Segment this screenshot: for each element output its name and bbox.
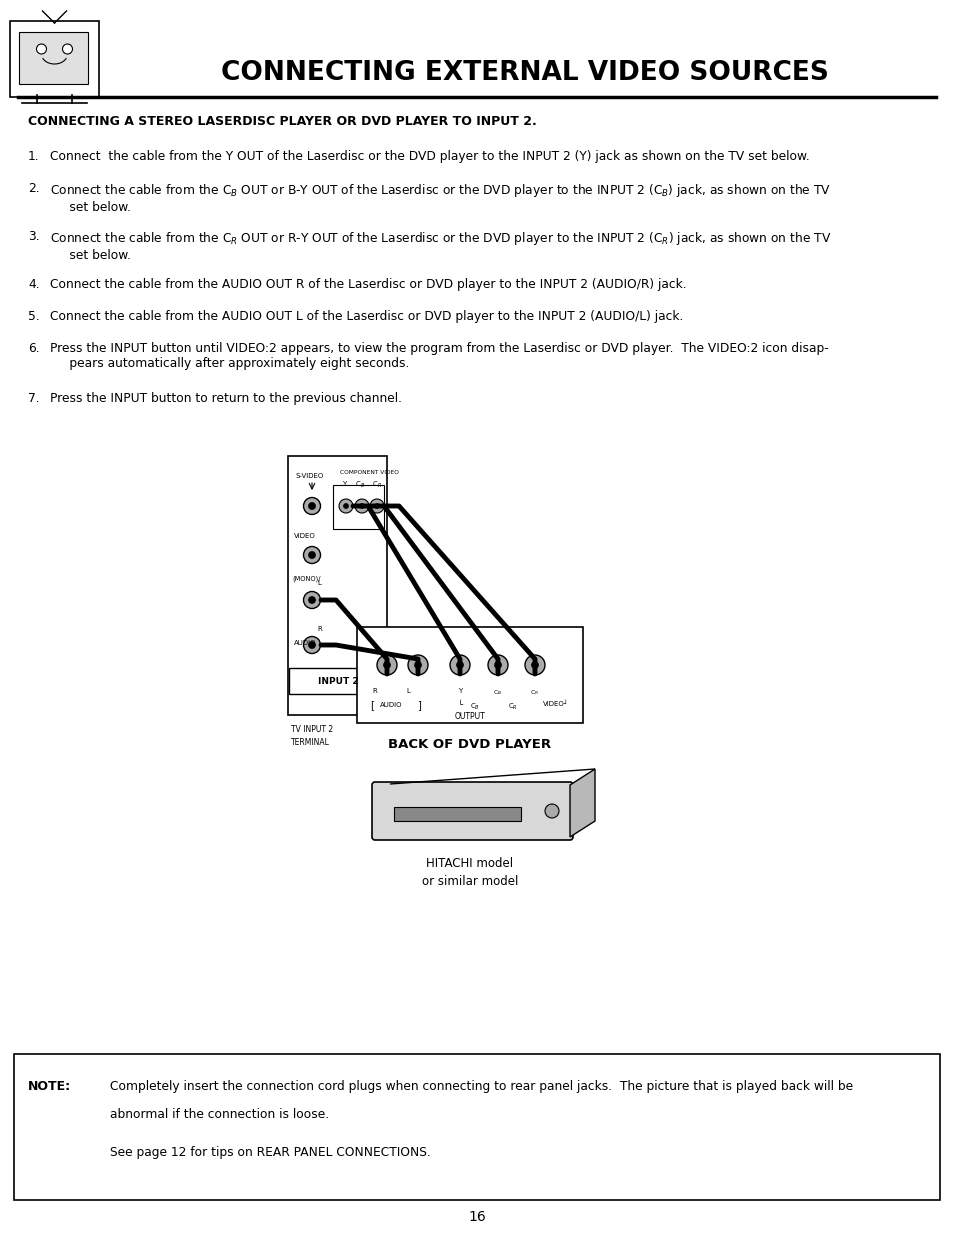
Circle shape — [308, 597, 315, 604]
Text: L: L — [406, 688, 410, 694]
Text: C$_B$: C$_B$ — [493, 688, 502, 697]
Text: C$_R$: C$_R$ — [507, 701, 517, 713]
Text: TERMINAL: TERMINAL — [291, 739, 330, 747]
Text: Connect the cable from the AUDIO OUT L of the Laserdisc or DVD player to the INP: Connect the cable from the AUDIO OUT L o… — [50, 310, 682, 324]
FancyBboxPatch shape — [356, 627, 582, 722]
Circle shape — [408, 655, 428, 676]
Circle shape — [414, 662, 421, 668]
Circle shape — [308, 503, 315, 510]
Text: C$_B$: C$_B$ — [470, 701, 479, 713]
Text: Press the INPUT button until VIDEO:2 appears, to view the program from the Laser: Press the INPUT button until VIDEO:2 app… — [50, 342, 828, 370]
Text: 2.: 2. — [28, 182, 40, 195]
FancyBboxPatch shape — [19, 32, 88, 84]
Circle shape — [303, 498, 320, 515]
Text: ]: ] — [416, 700, 420, 710]
Circle shape — [524, 655, 544, 676]
Text: Completely insert the connection cord plugs when connecting to rear panel jacks.: Completely insert the connection cord pl… — [110, 1079, 852, 1093]
Text: AUDIO: AUDIO — [294, 640, 316, 646]
Text: INPUT 2: INPUT 2 — [317, 677, 358, 685]
Text: BACK OF DVD PLAYER: BACK OF DVD PLAYER — [388, 739, 551, 751]
Text: HITACHI model: HITACHI model — [426, 857, 513, 869]
Circle shape — [531, 662, 537, 668]
Circle shape — [343, 504, 348, 509]
Circle shape — [303, 592, 320, 609]
Text: CONNECTING A STEREO LASERDISC PLAYER OR DVD PLAYER TO INPUT 2.: CONNECTING A STEREO LASERDISC PLAYER OR … — [28, 115, 537, 128]
Text: 7.: 7. — [28, 391, 40, 405]
Polygon shape — [569, 769, 595, 837]
Circle shape — [544, 804, 558, 818]
Text: 6.: 6. — [28, 342, 40, 354]
Circle shape — [359, 504, 364, 509]
Text: 1.: 1. — [28, 149, 40, 163]
Text: └: └ — [457, 700, 462, 709]
Circle shape — [456, 662, 463, 668]
Text: Y    C$_B$    C$_R$: Y C$_B$ C$_R$ — [341, 480, 382, 490]
Circle shape — [303, 547, 320, 563]
Text: 5.: 5. — [28, 310, 40, 324]
Text: [: [ — [370, 700, 374, 710]
Circle shape — [488, 655, 507, 676]
Text: Connect the cable from the AUDIO OUT R of the Laserdisc or DVD player to the INP: Connect the cable from the AUDIO OUT R o… — [50, 278, 686, 291]
Circle shape — [303, 636, 320, 653]
Circle shape — [308, 552, 315, 558]
FancyBboxPatch shape — [333, 485, 384, 529]
Text: Press the INPUT button to return to the previous channel.: Press the INPUT button to return to the … — [50, 391, 401, 405]
Polygon shape — [390, 769, 595, 784]
Circle shape — [308, 641, 315, 648]
Text: COMPONENT VIDEO: COMPONENT VIDEO — [339, 471, 398, 475]
Text: See page 12 for tips on REAR PANEL CONNECTIONS.: See page 12 for tips on REAR PANEL CONNE… — [110, 1146, 431, 1158]
Text: S-VIDEO: S-VIDEO — [294, 473, 323, 479]
Circle shape — [338, 499, 353, 513]
Text: Y: Y — [457, 688, 461, 694]
FancyBboxPatch shape — [372, 782, 573, 840]
Text: or similar model: or similar model — [421, 876, 517, 888]
Text: 16: 16 — [468, 1210, 485, 1224]
Text: R: R — [373, 688, 377, 694]
FancyBboxPatch shape — [10, 21, 99, 98]
Circle shape — [383, 662, 390, 668]
Text: Connect the cable from the C$_R$ OUT or R-Y OUT of the Laserdisc or the DVD play: Connect the cable from the C$_R$ OUT or … — [50, 230, 830, 262]
Text: Connect the cable from the C$_B$ OUT or B-Y OUT of the Laserdisc or the DVD play: Connect the cable from the C$_B$ OUT or … — [50, 182, 830, 214]
Text: abnormal if the connection is loose.: abnormal if the connection is loose. — [110, 1108, 329, 1121]
Text: AUDIO: AUDIO — [379, 701, 402, 708]
Text: CONNECTING EXTERNAL VIDEO SOURCES: CONNECTING EXTERNAL VIDEO SOURCES — [220, 61, 828, 86]
Circle shape — [450, 655, 470, 676]
FancyBboxPatch shape — [394, 806, 520, 821]
Circle shape — [36, 44, 47, 54]
Text: VIDEO: VIDEO — [294, 534, 315, 538]
Circle shape — [375, 504, 379, 509]
Text: (MONO)/: (MONO)/ — [292, 576, 320, 583]
Text: TV INPUT 2: TV INPUT 2 — [291, 725, 333, 734]
Text: 3.: 3. — [28, 230, 40, 243]
FancyBboxPatch shape — [288, 456, 387, 715]
Text: L: L — [316, 580, 320, 585]
Circle shape — [494, 662, 501, 668]
Circle shape — [355, 499, 369, 513]
Circle shape — [376, 655, 396, 676]
Circle shape — [63, 44, 72, 54]
Text: NOTE:: NOTE: — [28, 1079, 71, 1093]
Text: OUTPUT: OUTPUT — [455, 713, 485, 721]
FancyBboxPatch shape — [14, 1053, 939, 1200]
FancyBboxPatch shape — [289, 668, 381, 694]
Text: 4.: 4. — [28, 278, 40, 291]
Text: VIDEO┘: VIDEO┘ — [542, 700, 568, 706]
Text: Connect  the cable from the Y OUT of the Laserdisc or the DVD player to the INPU: Connect the cable from the Y OUT of the … — [50, 149, 809, 163]
Circle shape — [370, 499, 384, 513]
Text: C$_R$: C$_R$ — [530, 688, 539, 697]
Text: R: R — [316, 626, 321, 632]
